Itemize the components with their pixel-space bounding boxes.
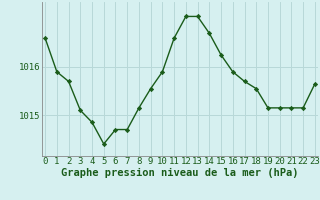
X-axis label: Graphe pression niveau de la mer (hPa): Graphe pression niveau de la mer (hPa)	[61, 168, 299, 178]
